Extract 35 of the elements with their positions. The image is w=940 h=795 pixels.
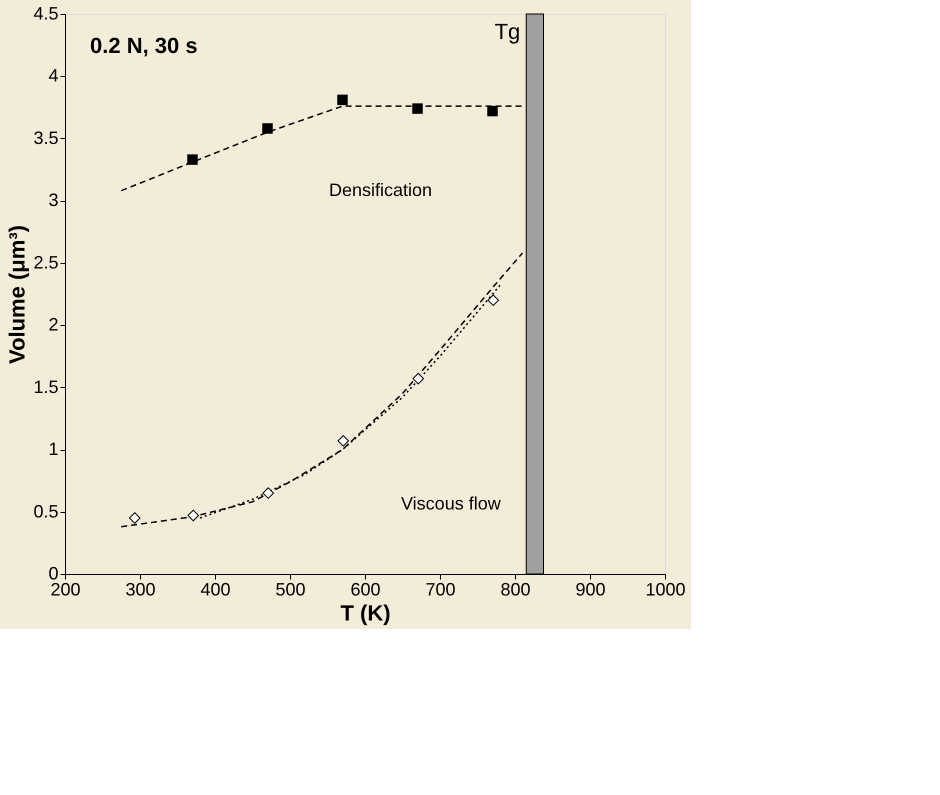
y-tick-label: 3: [48, 190, 58, 210]
point: [262, 123, 273, 134]
x-tick-label: 400: [200, 580, 231, 600]
y-tick-label: 1.5: [33, 376, 58, 397]
point: [337, 94, 348, 106]
x-tick-label: 500: [275, 580, 306, 600]
point: [488, 294, 499, 306]
point: [338, 435, 349, 447]
x-tick-label: 800: [500, 580, 531, 600]
x-tick-label: 300: [125, 580, 156, 600]
y-tick-label: 2: [48, 314, 58, 335]
x-tick-label: 600: [350, 580, 381, 600]
annotation: 0.2 N, 30 s: [90, 33, 198, 58]
point: [412, 372, 424, 384]
annotation: Densification: [329, 180, 432, 200]
x-axis-title: T (K): [340, 600, 391, 626]
y-tick-label: 0.5: [33, 501, 58, 522]
x-tick-label: 1000: [645, 580, 686, 600]
point: [187, 154, 198, 165]
point: [129, 512, 140, 524]
y-tick-label: 4.5: [33, 4, 58, 24]
annotation: Viscous flow: [401, 494, 502, 514]
point: [487, 106, 498, 116]
point: [188, 510, 199, 522]
x-tick-label: 700: [425, 580, 456, 600]
y-axis-title: Volume (μm³): [4, 225, 30, 364]
y-tick-label: 2.5: [33, 252, 58, 272]
point: [262, 487, 274, 499]
band-label: Tg: [494, 19, 520, 44]
y-tick-label: 4: [48, 66, 58, 86]
x-tick-label: 900: [575, 580, 606, 600]
point: [412, 103, 423, 114]
y-tick-label: 1: [48, 439, 58, 460]
line-series: [120, 252, 524, 528]
y-tick-label: 3.5: [33, 128, 58, 148]
